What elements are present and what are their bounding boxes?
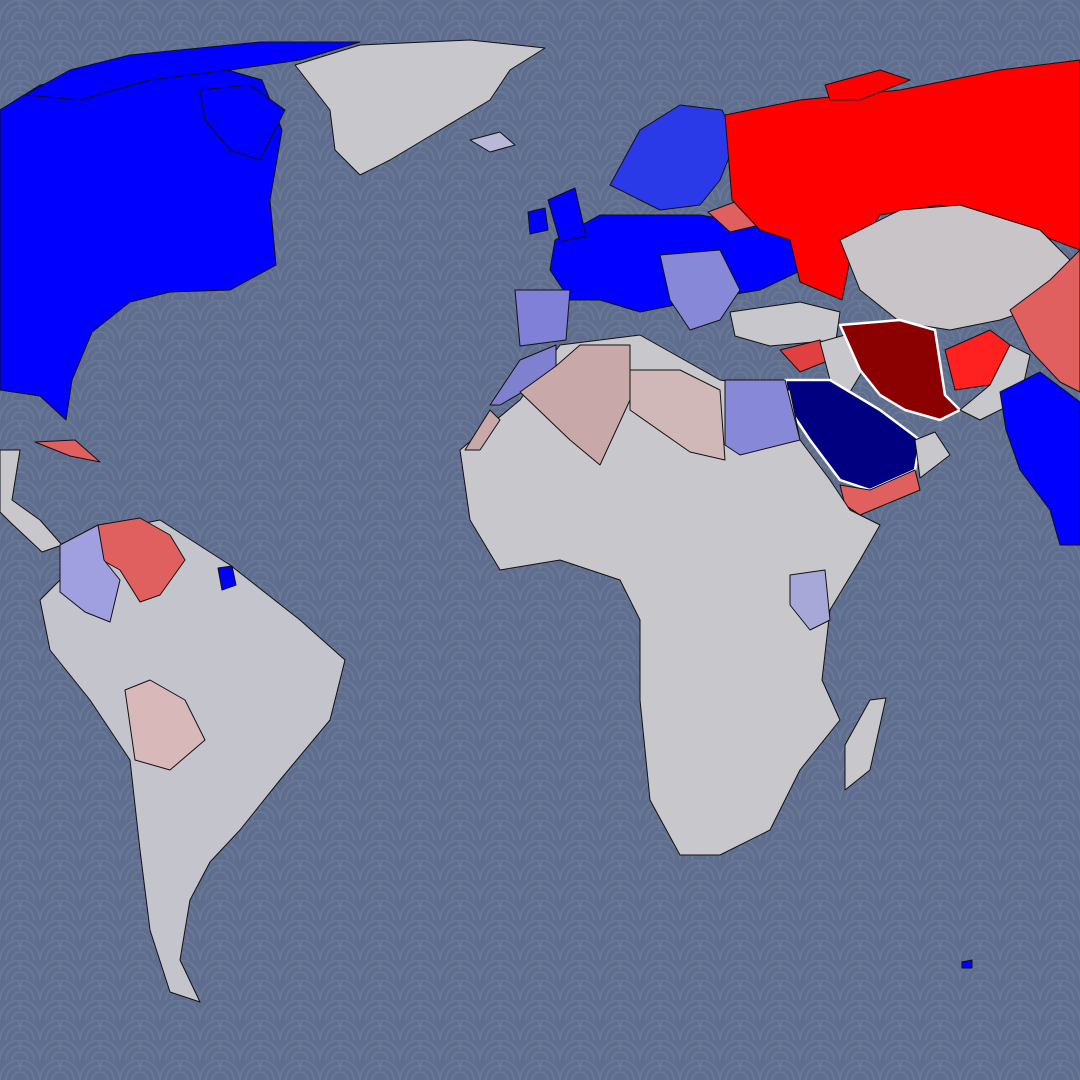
country-iran[interactable] (838, 318, 962, 422)
country-egypt[interactable] (724, 379, 801, 456)
country-ireland[interactable] (527, 207, 549, 235)
country-balkans[interactable] (659, 249, 741, 331)
country-russia-island[interactable] (824, 69, 911, 101)
country-arctic-islands[interactable] (24, 41, 361, 101)
country-scandinavia[interactable] (609, 104, 737, 211)
country-india[interactable] (999, 371, 1080, 546)
country-spain[interactable] (514, 289, 571, 347)
country-guiana[interactable] (217, 565, 237, 591)
country-brazil-region[interactable] (39, 519, 346, 1003)
island-small[interactable] (961, 959, 973, 969)
country-colombia[interactable] (59, 524, 121, 623)
country-china[interactable] (1009, 249, 1080, 393)
country-libya[interactable] (629, 369, 726, 461)
country-uk[interactable] (547, 187, 587, 243)
country-venezuela[interactable] (97, 517, 186, 603)
country-madagascar[interactable] (844, 697, 887, 791)
country-arctic-island[interactable] (199, 84, 286, 161)
country-kenya[interactable] (789, 569, 831, 631)
country-iceland[interactable] (469, 131, 516, 153)
country-bolivia[interactable] (124, 679, 206, 771)
country-greenland[interactable] (294, 39, 546, 176)
country-cuba[interactable] (34, 439, 101, 463)
country-oman[interactable] (914, 431, 951, 479)
country-western-sahara[interactable] (464, 409, 501, 451)
country-russia[interactable] (724, 59, 1080, 301)
